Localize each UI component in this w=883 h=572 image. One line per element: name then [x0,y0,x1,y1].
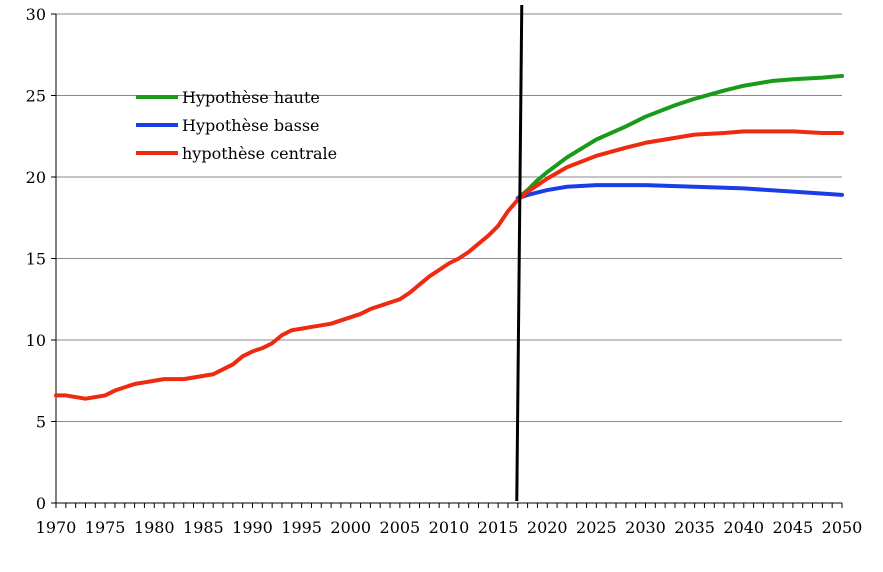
gridlines [56,13,842,422]
y-tick-label: 0 [36,494,46,513]
series-lines [54,73,844,401]
legend: Hypothèse haute Hypothèse basse hypothèse … [136,88,337,163]
x-tick-label: 2035 [674,518,715,537]
x-tick-label: 2020 [527,518,568,537]
x-tick-label: 2040 [723,518,764,537]
x-tick-label: 1975 [85,518,126,537]
x-tick-label: 2025 [576,518,617,537]
y-tick-label: 30 [26,5,46,24]
y-tick-label: 15 [26,250,46,269]
series-line-2 [54,129,844,401]
y-tick-label: 20 [26,168,46,187]
x-tick-label: 2050 [822,518,863,537]
vertical-marker [515,4,524,502]
x-tick-label: 1980 [134,518,175,537]
x-tick-label: 1970 [36,518,77,537]
projection-separator-line [515,4,524,502]
series-line-1 [515,183,844,201]
y-tick-label: 5 [36,413,46,432]
x-tick-label: 1995 [281,518,322,537]
x-tick-label: 2015 [478,518,519,537]
x-tick-label: 2000 [330,518,371,537]
series-line-0 [515,73,844,201]
axes [51,13,843,508]
x-tick-label: 2030 [625,518,666,537]
x-tick-label: 2005 [380,518,421,537]
y-tick-label: 25 [26,87,46,106]
legend-label: Hypothèse basse [182,116,320,135]
legend-label: Hypothèse haute [182,88,320,107]
legend-label: hypothèse centrale [182,144,337,163]
y-tick-label: 10 [26,331,46,350]
x-tick-label: 2010 [429,518,470,537]
x-tick-label: 1985 [183,518,224,537]
x-tick-label: 2045 [773,518,814,537]
x-tick-label: 1990 [232,518,273,537]
